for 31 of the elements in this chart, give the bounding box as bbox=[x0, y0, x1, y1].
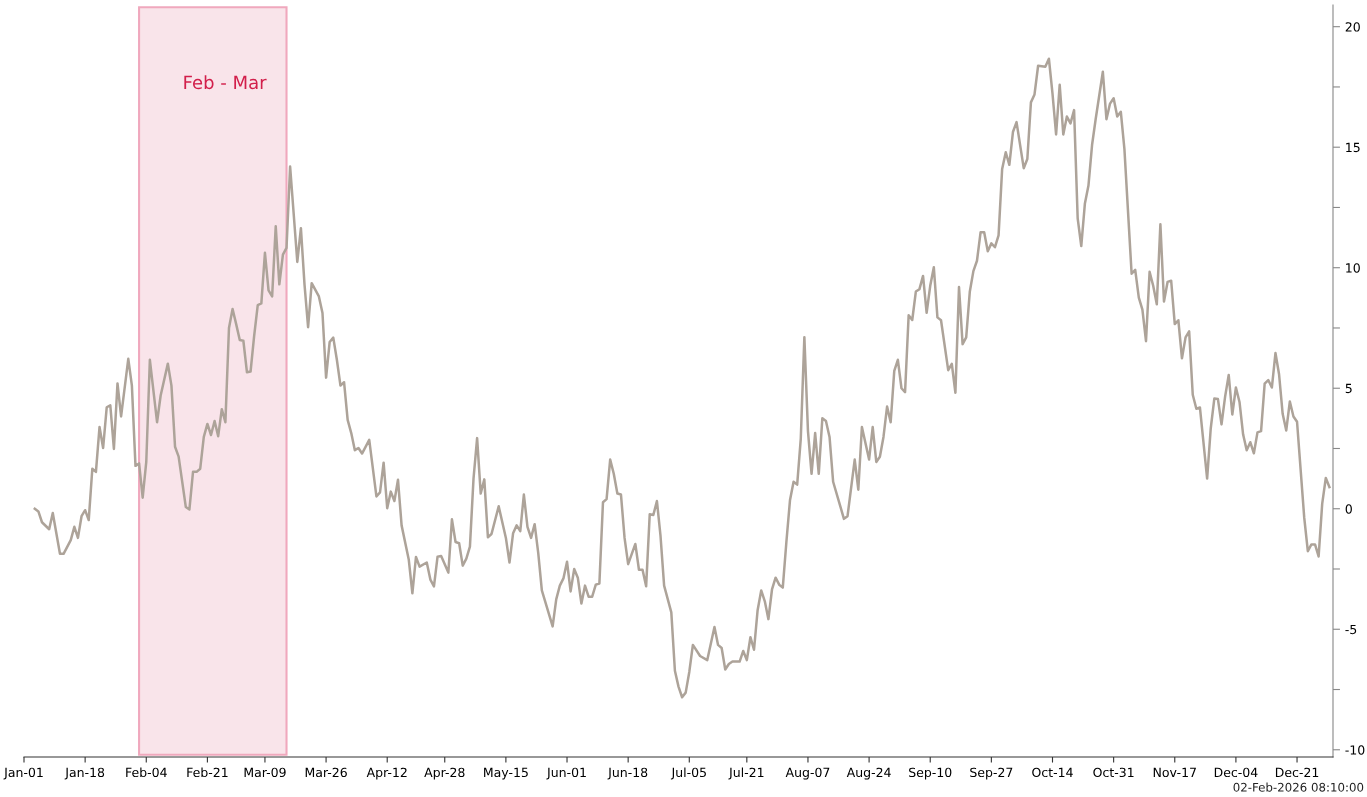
x-tick-label: Jul-21 bbox=[728, 767, 764, 780]
x-tick-label: Mar-26 bbox=[305, 767, 347, 778]
x-tick-label: Jul-05 bbox=[670, 767, 706, 780]
x-tick-label: Jan-18 bbox=[64, 767, 105, 780]
x-tick-label: Nov-17 bbox=[1153, 767, 1196, 778]
x-tick-label: Dec-04 bbox=[1214, 767, 1258, 778]
text: 02-Feb-2026 08:10:00 bbox=[1233, 782, 1364, 792]
x-tick-label: Sep-27 bbox=[970, 767, 1013, 780]
y-tick-label: -5 bbox=[1345, 624, 1357, 635]
x-tick-label: Aug-24 bbox=[846, 767, 891, 780]
y-tick-label: 0 bbox=[1345, 504, 1352, 514]
x-tick-label: Jun-18 bbox=[607, 767, 648, 780]
x-tick-label: Sep-10 bbox=[909, 767, 952, 780]
y-tick-label: 10 bbox=[1346, 263, 1360, 273]
band-label: Feb - Mar bbox=[184, 75, 267, 90]
x-tick-label: Dec-21 bbox=[1275, 767, 1319, 778]
y-tick-label: 5 bbox=[1345, 383, 1352, 394]
x-tick-label: Feb-21 bbox=[187, 767, 228, 778]
x-tick-label: Jan-01 bbox=[3, 767, 43, 780]
y-tick-label: -10 bbox=[1345, 745, 1365, 755]
x-tick-label: Oct-31 bbox=[1093, 767, 1134, 778]
y-tick-label: 20 bbox=[1345, 22, 1360, 32]
x-tick-label: Aug-07 bbox=[785, 767, 830, 780]
x-tick-label: Jun-01 bbox=[546, 767, 586, 780]
x-tick-label: Apr-12 bbox=[366, 767, 407, 780]
x-tick-label: Apr-28 bbox=[424, 767, 465, 780]
x-tick-label: May-15 bbox=[484, 767, 528, 780]
x-tick-label: Oct-14 bbox=[1032, 767, 1073, 778]
x-tick-label: Mar-09 bbox=[244, 767, 286, 778]
x-tick-label: Feb-04 bbox=[126, 767, 167, 778]
y-tick-label: 15 bbox=[1346, 142, 1360, 153]
